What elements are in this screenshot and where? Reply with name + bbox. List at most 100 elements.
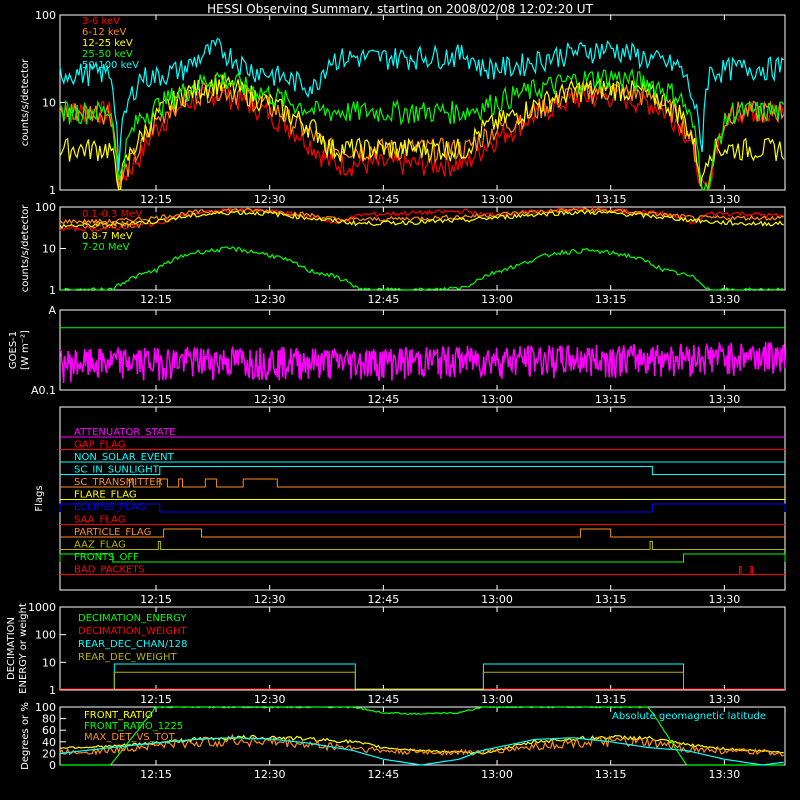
x-tick-label: 13:15: [595, 293, 627, 306]
x-tick-label: 12:15: [140, 193, 172, 206]
flag-line: [59, 503, 786, 513]
flag-line: [60, 466, 785, 475]
y-tick-label: 10: [42, 243, 56, 256]
x-tick-label: 12:15: [140, 768, 172, 781]
y-tick-label: 100: [35, 9, 56, 22]
y-axis-label: counts/s/detector: [20, 204, 31, 292]
series-line-gamma: [59, 209, 784, 230]
y-axis-label: Degrees or %: [20, 702, 31, 770]
y-tick-label: 60: [42, 724, 56, 737]
y-tick-label: 1: [49, 684, 56, 697]
x-tick-label: 13:30: [709, 393, 741, 406]
legend-entry: DECIMATION_WEIGHT: [78, 626, 187, 637]
flag-label: SC_TRANSMITTER: [74, 477, 163, 488]
legend-entry: 7-20 MeV: [82, 242, 130, 253]
y-tick-label: 10: [42, 656, 56, 669]
x-tick-label: 13:15: [595, 593, 627, 606]
x-tick-label: 12:45: [368, 593, 400, 606]
x-tick-label: 12:30: [254, 693, 286, 706]
x-tick-label: 13:30: [709, 293, 741, 306]
flag-line: [59, 553, 786, 563]
y-tick-label: 10: [42, 97, 56, 110]
y-tick-label: 100: [35, 701, 56, 714]
x-tick-label: 13:15: [595, 393, 627, 406]
x-tick-label: 13:15: [595, 693, 627, 706]
x-tick-label: 12:15: [140, 393, 172, 406]
flag-line: [60, 541, 785, 550]
flag-label: PARTICLE_FLAG: [74, 527, 151, 538]
legend-entry: 6-12 keV: [82, 27, 126, 38]
chart-title: HESSI Observing Summary, starting on 200…: [207, 2, 593, 16]
flag-label: FLARE_FLAG: [74, 490, 137, 501]
flag-label: BAD_PACKETS: [74, 565, 145, 576]
y-tick-label: 20: [42, 747, 56, 760]
flag-label: SAA_FLAG: [74, 515, 125, 526]
legend-entry: 50-100 keV: [82, 60, 139, 71]
flag-label: ECLIPSE_FLAG: [74, 502, 145, 513]
legend-entry: 0.3-0.8 MeV: [82, 220, 142, 231]
x-tick-label: 13:15: [595, 768, 627, 781]
legend-entry: 0.1-0.3 MeV: [82, 209, 142, 220]
y-axis-label: counts/s/detector: [20, 58, 31, 146]
y-axis-label: GOES-1: [8, 331, 19, 369]
series-line-ratio: [59, 737, 784, 766]
x-tick-label: 12:30: [254, 768, 286, 781]
legend-entry: 25-50 keV: [82, 49, 133, 60]
x-tick-label: 13:30: [709, 768, 741, 781]
x-tick-label: 13:30: [709, 593, 741, 606]
y-tick-label: 100: [35, 629, 56, 642]
y-tick-label: A: [48, 304, 56, 317]
x-tick-label: 12:30: [254, 293, 286, 306]
series-line-gamma: [59, 207, 784, 225]
flag-line: [60, 528, 785, 538]
x-tick-label: 12:30: [254, 593, 286, 606]
x-tick-label: 12:15: [140, 693, 172, 706]
flag-label: AAZ_FLAG: [74, 540, 126, 551]
y-axis-label: ENERGY or weight: [18, 603, 29, 694]
y-tick-label: 80: [42, 713, 56, 726]
x-tick-label: 13:00: [481, 768, 513, 781]
legend-entry: 0.8-7 MeV: [82, 231, 133, 242]
flag-line: [60, 566, 785, 575]
legend-entry: FRONT_RATIO_1225: [84, 721, 183, 732]
y-tick-label: A0.1: [31, 384, 56, 397]
series-line-xray: [59, 85, 785, 191]
legend-entry: FRONT_RATIO: [84, 710, 153, 721]
x-tick-label: 12:45: [368, 393, 400, 406]
series-line-gamma: [59, 246, 785, 291]
y-axis-label: [W m⁻²]: [20, 330, 31, 370]
x-tick-label: 12:45: [368, 193, 400, 206]
flag-label: NON_SOLAR_EVENT: [74, 452, 175, 463]
flag-label: SC_IN_SUNLIGHT: [74, 465, 160, 476]
y-tick-label: 1: [49, 184, 56, 197]
panel-frame: [59, 606, 786, 691]
series-line-decimation: [113, 663, 684, 690]
y-axis-label: DECIMATION: [6, 617, 17, 680]
series-line-ratio: [60, 706, 784, 766]
legend-entry: DECIMATION_ENERGY: [78, 613, 187, 624]
x-tick-label: 13:00: [481, 293, 513, 306]
flag-label: FRONTS_OFF: [74, 552, 139, 563]
x-tick-label: 12:15: [140, 593, 172, 606]
series-line-goes: [59, 341, 786, 384]
flag-line: [60, 478, 785, 488]
legend-entry: 12-25 keV: [82, 38, 133, 49]
y-tick-label: 1000: [28, 601, 56, 614]
x-tick-label: 13:30: [709, 193, 741, 206]
x-tick-label: 13:30: [709, 693, 741, 706]
series-line-decimation: [113, 671, 684, 690]
flag-label: GAP_FLAG: [74, 440, 126, 451]
x-tick-label: 13:15: [595, 193, 627, 206]
y-tick-label: 1: [49, 284, 56, 297]
legend-entry: 3-6 keV: [82, 16, 120, 27]
x-tick-label: 12:30: [254, 393, 286, 406]
series-line-xray: [59, 38, 785, 172]
x-tick-label: 13:00: [481, 693, 513, 706]
annotation-geomagnetic-latitude: Absolute geomagnetic latitude: [612, 711, 766, 722]
y-tick-label: 0: [49, 759, 56, 772]
x-tick-label: 12:15: [140, 293, 172, 306]
y-tick-label: 100: [35, 201, 56, 214]
flag-label: ATTENUATOR_STATE: [74, 427, 175, 438]
legend-entry: REAR_DEC_WEIGHT: [78, 652, 177, 663]
x-tick-label: 12:45: [368, 768, 400, 781]
